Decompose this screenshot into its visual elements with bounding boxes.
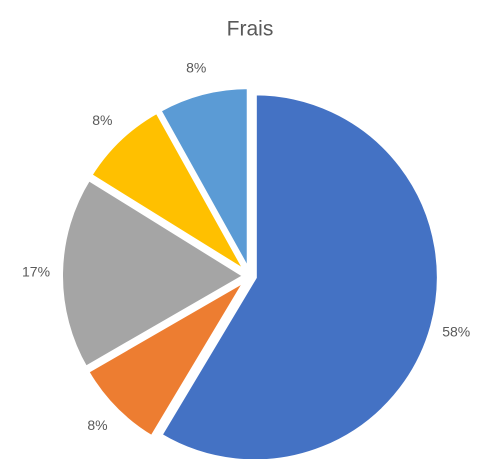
data-label: 58% [442, 324, 470, 340]
pie-slice [156, 85, 251, 279]
data-label: 8% [92, 112, 112, 128]
data-label: 17% [22, 263, 50, 279]
chart-title: Frais [227, 18, 274, 41]
pie-slice [84, 273, 253, 441]
data-label: 8% [186, 60, 206, 76]
data-label: 8% [87, 417, 107, 433]
pie-slice [59, 176, 249, 371]
pie-slice [157, 91, 441, 459]
pie-slice [87, 108, 253, 279]
